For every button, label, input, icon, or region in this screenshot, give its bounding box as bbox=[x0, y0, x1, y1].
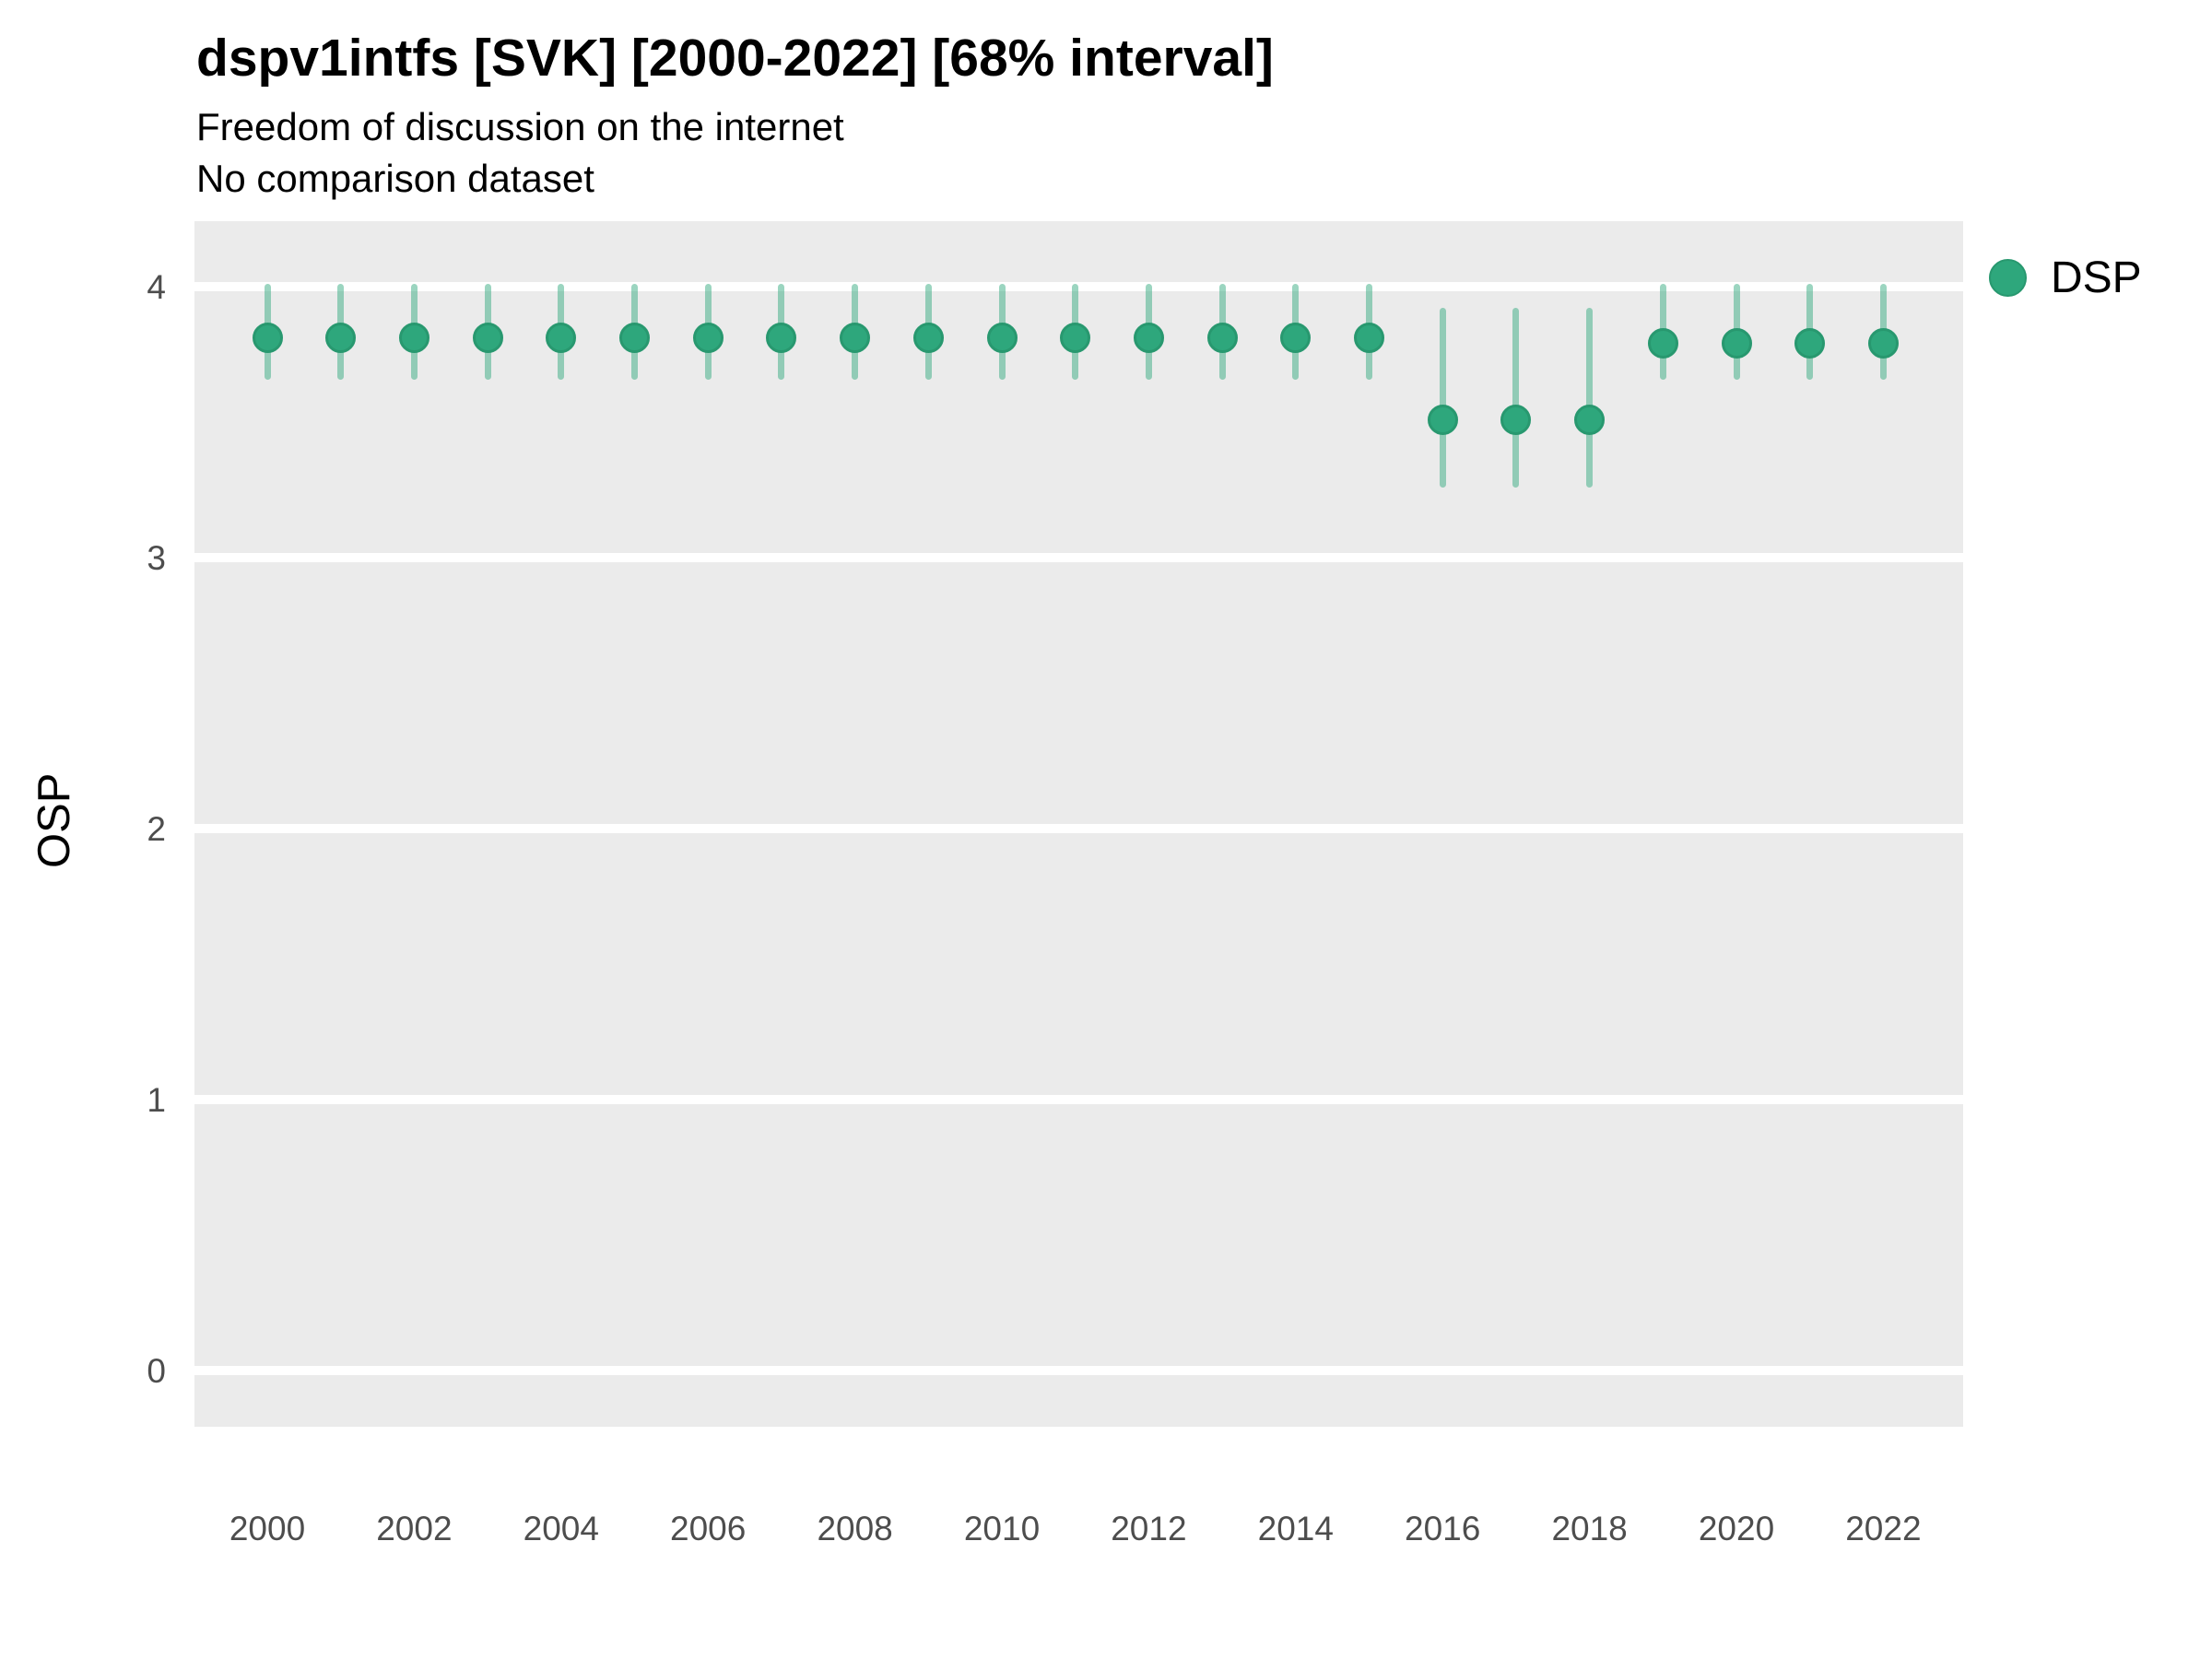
chart-subtitle: Freedom of discussion on the internet bbox=[196, 105, 844, 148]
legend-label: DSP bbox=[2051, 253, 2142, 302]
data-point-2007 bbox=[766, 323, 797, 354]
legend-circle-icon bbox=[1989, 259, 2027, 297]
x-tick-label-2020: 2020 bbox=[1698, 1510, 1775, 1547]
legend: DSP bbox=[1989, 253, 2142, 303]
chart-title: dspv1intfs [SVK] [2000-2022] [68% interv… bbox=[196, 29, 1274, 88]
x-tick-label-2004: 2004 bbox=[523, 1510, 599, 1547]
x-tick-label-2006: 2006 bbox=[670, 1510, 747, 1547]
x-tick-label-2002: 2002 bbox=[376, 1510, 453, 1547]
data-point-2008 bbox=[840, 323, 871, 354]
data-point-2000 bbox=[252, 323, 283, 354]
x-tick-label-2022: 2022 bbox=[1845, 1510, 1922, 1547]
x-tick-label-2010: 2010 bbox=[963, 1510, 1041, 1547]
data-point-2016 bbox=[1427, 404, 1458, 435]
x-tick-label-2012: 2012 bbox=[1111, 1510, 1187, 1547]
data-point-2010 bbox=[986, 323, 1018, 354]
gridline-y4 bbox=[194, 282, 1963, 291]
gridline-y2 bbox=[194, 824, 1963, 833]
interval-bar-2016 bbox=[1439, 307, 1446, 488]
data-point-2021 bbox=[1794, 328, 1826, 359]
data-point-2004 bbox=[546, 323, 577, 354]
chart-note: No comparison dataset bbox=[196, 157, 594, 200]
data-point-2022 bbox=[1867, 328, 1899, 359]
gridline-y1 bbox=[194, 1095, 1963, 1104]
chart-header: dspv1intfs [SVK] [2000-2022] [68% interv… bbox=[196, 26, 1274, 205]
y-tick-label-0: 0 bbox=[147, 1352, 166, 1390]
gridline-y3 bbox=[194, 553, 1963, 562]
data-point-2014 bbox=[1280, 323, 1312, 354]
data-point-2017 bbox=[1500, 404, 1532, 435]
interval-bar-2018 bbox=[1586, 307, 1594, 488]
data-point-2006 bbox=[692, 323, 724, 354]
data-point-2011 bbox=[1060, 323, 1091, 354]
y-tick-label-2: 2 bbox=[147, 810, 166, 848]
data-point-2003 bbox=[472, 323, 503, 354]
data-point-2018 bbox=[1574, 404, 1606, 435]
data-point-2013 bbox=[1206, 323, 1238, 354]
data-point-2015 bbox=[1354, 323, 1384, 354]
interval-bar-2017 bbox=[1512, 307, 1520, 488]
x-tick-label-2014: 2014 bbox=[1257, 1510, 1334, 1547]
data-point-2020 bbox=[1721, 328, 1752, 359]
x-tick-label-2000: 2000 bbox=[229, 1510, 306, 1547]
y-tick-label-4: 4 bbox=[147, 268, 166, 306]
data-point-2002 bbox=[398, 323, 429, 354]
data-point-2019 bbox=[1647, 328, 1678, 359]
data-point-2009 bbox=[912, 323, 944, 354]
x-tick-label-2018: 2018 bbox=[1551, 1510, 1628, 1547]
y-tick-label-3: 3 bbox=[147, 539, 166, 577]
data-point-2005 bbox=[619, 323, 650, 354]
data-point-2001 bbox=[325, 323, 357, 354]
data-point-2012 bbox=[1133, 323, 1164, 354]
x-tick-label-2008: 2008 bbox=[817, 1510, 893, 1547]
y-tick-label-1: 1 bbox=[147, 1081, 166, 1119]
gridline-y0 bbox=[194, 1366, 1963, 1375]
plot-panel bbox=[194, 221, 1963, 1427]
x-tick-label-2016: 2016 bbox=[1405, 1510, 1481, 1547]
